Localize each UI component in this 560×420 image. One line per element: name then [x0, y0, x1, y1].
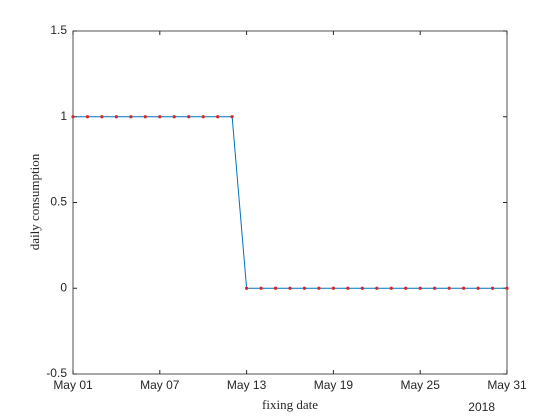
marker: [71, 115, 75, 119]
y-axis-label: daily consumption: [27, 153, 42, 250]
marker: [216, 115, 220, 119]
marker: [418, 286, 422, 290]
marker: [158, 115, 162, 119]
x-secondary-label: 2018: [468, 400, 495, 414]
marker: [433, 286, 437, 290]
marker: [331, 286, 335, 290]
marker: [375, 286, 379, 290]
y-tick-label: -0.5: [46, 366, 67, 380]
marker: [143, 115, 147, 119]
marker: [85, 115, 90, 119]
marker: [114, 115, 118, 119]
y-tick-label: 0: [60, 280, 67, 294]
marker: [302, 286, 307, 290]
marker: [100, 115, 104, 119]
marker: [259, 286, 263, 290]
x-tick-label: May 19: [314, 378, 354, 392]
x-tick-label: May 07: [140, 378, 180, 392]
y-tick-label: 0.5: [50, 195, 67, 209]
marker: [505, 286, 509, 290]
x-tick-label: May 31: [487, 378, 527, 392]
x-tick-label: May 25: [401, 378, 441, 392]
marker: [447, 286, 451, 290]
y-tick-label: 1: [60, 109, 67, 123]
marker: [404, 286, 408, 290]
marker: [172, 115, 176, 119]
marker: [230, 115, 234, 119]
marker: [288, 286, 292, 290]
marker: [462, 286, 466, 290]
marker: [245, 286, 249, 290]
marker: [317, 286, 321, 290]
y-tick-label: 1.5: [50, 23, 67, 37]
plot-area: [72, 30, 508, 375]
x-tick-label: May 01: [53, 378, 93, 392]
marker: [201, 115, 205, 119]
marker: [389, 286, 393, 290]
marker: [129, 115, 133, 119]
marker: [187, 115, 191, 119]
x-tick-label: May 13: [227, 378, 267, 392]
marker: [346, 286, 350, 290]
marker: [360, 286, 364, 290]
marker: [273, 286, 278, 290]
marker: [476, 286, 480, 290]
marker: [490, 286, 495, 290]
x-axis-label: fixing date: [262, 397, 318, 412]
